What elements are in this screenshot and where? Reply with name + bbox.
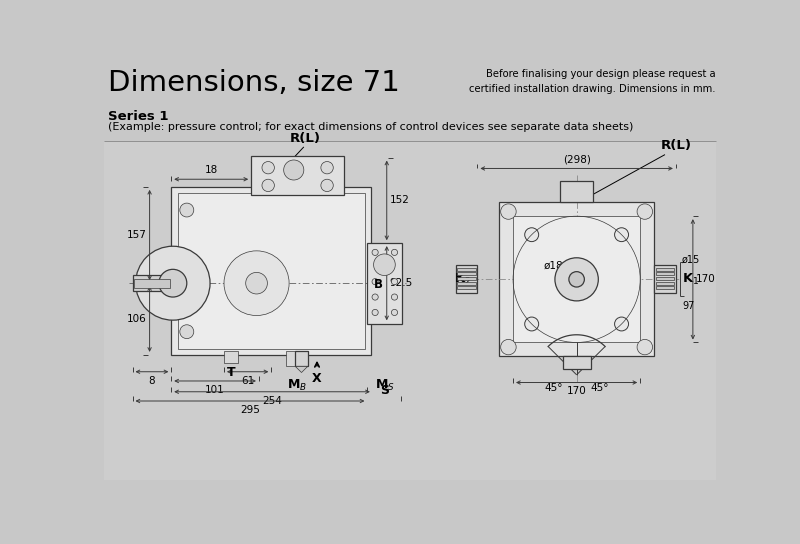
Circle shape [637,339,653,355]
Circle shape [262,162,274,174]
Text: R(L): R(L) [290,132,321,145]
Text: 8: 8 [149,375,155,386]
Text: T: T [226,366,235,379]
Bar [513,216,640,343]
Text: 157: 157 [126,230,146,240]
Bar [562,356,590,369]
Bar [134,279,170,288]
Circle shape [224,251,289,316]
Circle shape [555,258,598,301]
Circle shape [374,254,395,275]
Bar [456,265,478,293]
Circle shape [372,249,378,256]
Circle shape [372,310,378,316]
Text: S: S [380,384,389,397]
Bar [458,268,476,271]
Text: 92.5: 92.5 [390,278,413,288]
Text: Before finalising your design please request a
certified installation drawing. D: Before finalising your design please req… [469,69,715,94]
Circle shape [391,294,398,300]
Text: (Example: pressure control; for exact dimensions of control devices see separate: (Example: pressure control; for exact di… [108,122,633,132]
Text: ø15: ø15 [682,255,700,265]
Bar [286,351,308,366]
Bar [178,193,365,349]
Text: 18: 18 [205,165,218,175]
Circle shape [391,249,398,256]
Circle shape [501,204,516,219]
Circle shape [180,203,194,217]
Bar [656,277,674,280]
Text: 45°: 45° [544,382,562,393]
Circle shape [262,179,274,191]
Text: K$_1$: K$_1$ [682,272,699,287]
Text: 106: 106 [126,314,146,324]
Circle shape [569,271,584,287]
Bar [656,282,674,285]
Text: 254: 254 [262,395,282,406]
Text: 170: 170 [696,274,716,285]
Bar [499,202,654,356]
Bar [656,273,674,275]
Text: Dimensions, size 71: Dimensions, size 71 [108,69,400,97]
Circle shape [525,228,538,242]
Text: X: X [312,372,322,385]
Circle shape [391,279,398,285]
Bar [560,181,593,202]
Text: 45°: 45° [590,382,609,393]
Bar [295,351,308,366]
Bar [458,273,476,275]
Circle shape [246,273,267,294]
Bar [458,282,476,285]
Bar [654,265,676,293]
Circle shape [391,310,398,316]
Circle shape [159,269,187,297]
Circle shape [321,162,334,174]
Text: ø180: ø180 [544,261,570,270]
Circle shape [614,228,629,242]
Text: R(L): R(L) [660,139,691,152]
Circle shape [136,246,210,320]
Text: K$_2$: K$_2$ [454,272,471,287]
Text: 97: 97 [682,301,694,311]
Bar [458,286,476,289]
Bar [458,277,476,280]
Circle shape [614,317,629,331]
Bar [104,143,716,480]
Bar [251,156,344,195]
Polygon shape [295,366,308,373]
Circle shape [372,294,378,300]
Bar [367,243,402,324]
Text: 170: 170 [566,386,586,397]
Text: 61: 61 [241,375,254,386]
Bar [133,275,171,291]
Circle shape [284,160,304,180]
Text: B: B [374,278,382,291]
Text: M$_S$: M$_S$ [374,378,394,393]
Circle shape [637,204,653,219]
Circle shape [321,179,334,191]
Bar [224,351,238,363]
Bar [656,286,674,289]
Circle shape [525,317,538,331]
Text: 101: 101 [206,385,225,395]
Text: 152: 152 [390,195,410,206]
Text: (298): (298) [562,154,590,165]
Text: 295: 295 [240,405,260,415]
Text: Series 1: Series 1 [108,110,168,123]
Bar [171,187,371,355]
Circle shape [372,279,378,285]
Bar [656,268,674,271]
Text: M$_B$: M$_B$ [287,378,307,393]
Circle shape [501,339,516,355]
Circle shape [180,325,194,338]
